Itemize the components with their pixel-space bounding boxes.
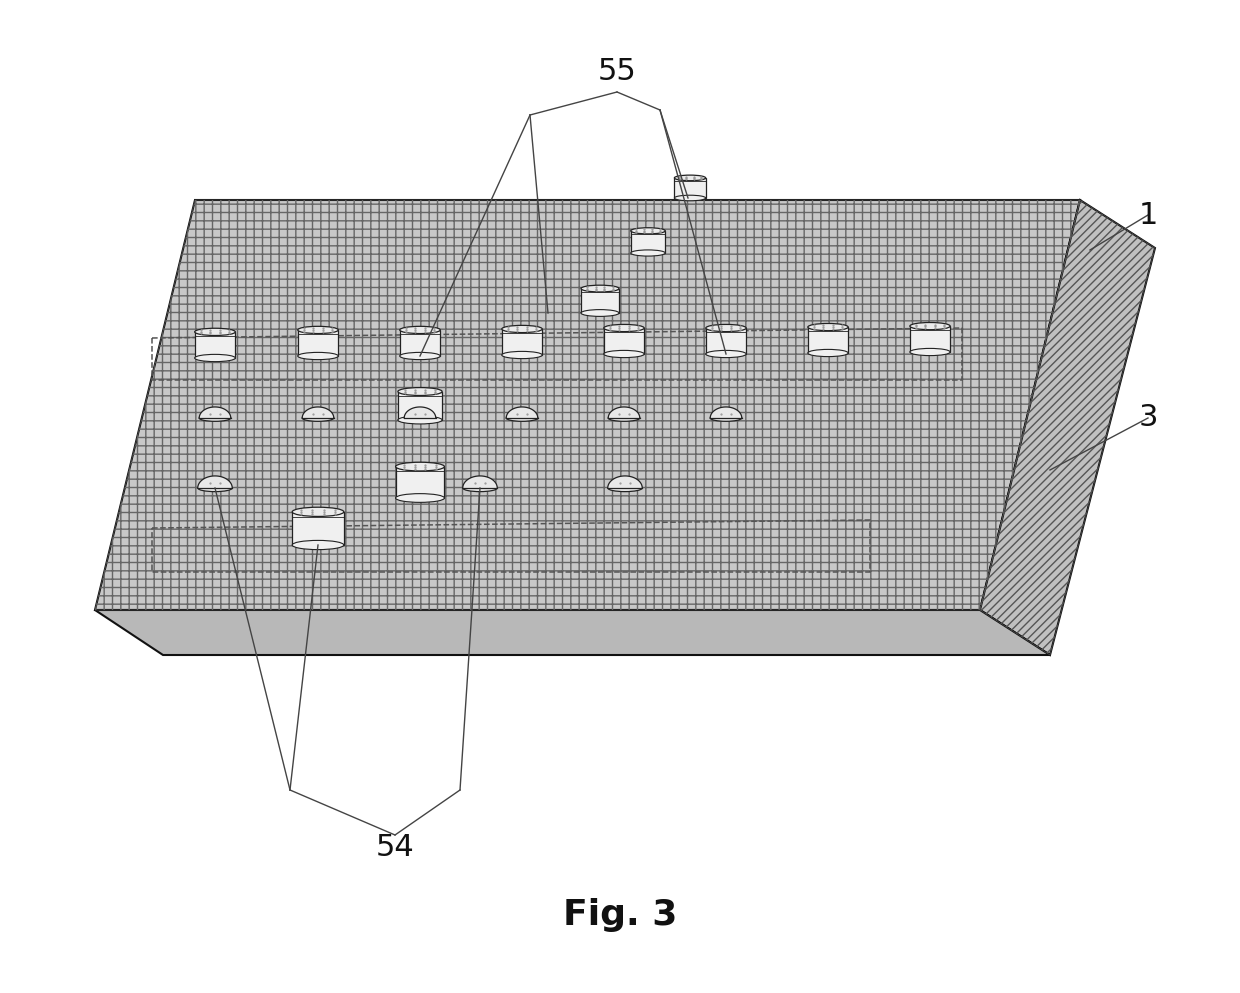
Polygon shape [463, 476, 497, 488]
Ellipse shape [582, 285, 619, 292]
Ellipse shape [195, 355, 236, 361]
Polygon shape [631, 230, 665, 253]
Ellipse shape [675, 196, 706, 201]
Ellipse shape [404, 415, 435, 421]
Ellipse shape [463, 485, 497, 492]
Ellipse shape [910, 323, 950, 330]
Polygon shape [195, 332, 236, 358]
Polygon shape [95, 200, 1080, 610]
Text: 54: 54 [376, 833, 414, 863]
Polygon shape [910, 326, 950, 352]
Ellipse shape [399, 353, 440, 359]
Ellipse shape [706, 325, 746, 332]
Polygon shape [582, 289, 619, 313]
Ellipse shape [197, 485, 232, 492]
Ellipse shape [706, 351, 746, 357]
Polygon shape [675, 178, 706, 198]
Text: 55: 55 [598, 58, 636, 86]
Polygon shape [396, 467, 444, 498]
Polygon shape [807, 327, 848, 353]
Text: 3: 3 [1138, 403, 1158, 433]
Ellipse shape [631, 250, 665, 256]
Ellipse shape [506, 415, 538, 421]
Ellipse shape [631, 227, 665, 234]
Polygon shape [609, 407, 640, 418]
Ellipse shape [910, 349, 950, 355]
Polygon shape [398, 391, 443, 420]
Ellipse shape [675, 175, 706, 181]
Polygon shape [303, 407, 334, 418]
Polygon shape [706, 328, 746, 354]
Ellipse shape [298, 353, 339, 359]
Ellipse shape [200, 415, 231, 421]
Ellipse shape [396, 494, 444, 502]
Polygon shape [604, 328, 645, 354]
Ellipse shape [195, 329, 236, 336]
Ellipse shape [608, 485, 642, 492]
Ellipse shape [303, 415, 334, 421]
Polygon shape [298, 330, 339, 356]
Polygon shape [399, 330, 440, 356]
Polygon shape [404, 407, 435, 418]
Ellipse shape [298, 327, 339, 334]
Ellipse shape [293, 540, 343, 549]
Ellipse shape [502, 326, 542, 333]
Ellipse shape [609, 415, 640, 421]
Ellipse shape [502, 352, 542, 358]
Ellipse shape [807, 324, 848, 331]
Text: Fig. 3: Fig. 3 [563, 898, 677, 932]
Ellipse shape [396, 462, 444, 471]
Ellipse shape [398, 416, 443, 424]
Ellipse shape [293, 507, 343, 516]
Text: 1: 1 [1138, 201, 1158, 229]
Polygon shape [502, 329, 542, 355]
Polygon shape [95, 610, 1050, 655]
Ellipse shape [582, 310, 619, 317]
Ellipse shape [807, 350, 848, 356]
Polygon shape [980, 200, 1154, 655]
Polygon shape [506, 407, 538, 418]
Polygon shape [293, 511, 343, 545]
Polygon shape [200, 407, 231, 418]
Ellipse shape [711, 415, 742, 421]
Polygon shape [608, 476, 642, 488]
Ellipse shape [399, 327, 440, 334]
Ellipse shape [604, 325, 645, 332]
Ellipse shape [604, 351, 645, 357]
Ellipse shape [398, 387, 443, 395]
Polygon shape [197, 476, 232, 488]
Polygon shape [711, 407, 742, 418]
